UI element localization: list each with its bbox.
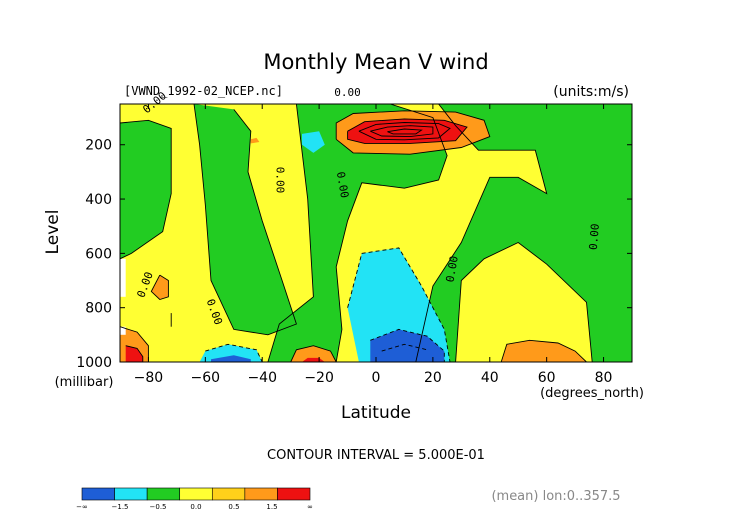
x-axis-ticks: −80 −60 −40 −20 0 20 40 60 80 <box>134 104 613 386</box>
contour-line-11 <box>347 247 451 362</box>
colorbar-swatch <box>179 487 213 501</box>
y-tick-label: 800 <box>85 301 112 317</box>
contour-line-18 <box>120 326 149 362</box>
field-blue_eq <box>370 329 445 362</box>
contour-line-13 <box>205 343 263 362</box>
x-tick-label: −40 <box>247 370 277 386</box>
x-axis-unit: (degrees_north) <box>540 386 644 401</box>
shaded-fields <box>120 104 632 362</box>
file-label: [VWND_1992-02_NCEP.nc] <box>124 84 283 98</box>
colorbar-swatch <box>277 487 311 501</box>
x-tick-label: 40 <box>481 370 499 386</box>
contour-line-1 <box>193 104 297 336</box>
x-axis-title: Latitude <box>341 403 411 423</box>
x-tick-label: 80 <box>595 370 613 386</box>
missing-region-1 <box>120 326 126 335</box>
field-green_sh_mid <box>120 120 172 259</box>
colorbar: −∞ −1.5 −0.5 0.0 0.5 1.5 ∞ <box>76 487 313 511</box>
contour-line-14 <box>381 343 428 352</box>
contour-label-4: 0.00 <box>334 86 361 99</box>
field-orange_upper_small <box>250 137 260 144</box>
contour-line-20 <box>150 274 169 301</box>
x-tick-label: −20 <box>304 370 334 386</box>
contour-label-3: 0.00 <box>273 167 286 194</box>
contour-line-17 <box>125 345 144 362</box>
y-tick-label: 1000 <box>76 355 112 371</box>
field-green_sh_strip <box>194 104 297 335</box>
y-axis-unit: (millibar) <box>55 375 114 390</box>
colorbar-label: ∞ <box>307 503 313 511</box>
y-tick-label: 200 <box>85 138 112 154</box>
colorbar-label: 0.0 <box>190 503 201 511</box>
contour-line-16 <box>290 345 337 362</box>
mean-longitude-note: (mean) lon:0..357.5 <box>491 489 620 504</box>
contour-line-8 <box>358 122 451 141</box>
x-tick-label: 60 <box>538 370 556 386</box>
chart-title: Monthly Mean V wind <box>263 50 488 74</box>
contour-label-6: 0.00 <box>443 255 460 283</box>
field-cyan_upper <box>302 131 325 153</box>
field-orange_nh_low <box>501 340 587 362</box>
field-red_jet <box>347 118 467 144</box>
colorbar-label: −∞ <box>76 503 88 511</box>
contour-line-15 <box>500 339 587 362</box>
x-tick-label: −80 <box>134 370 164 386</box>
field-orange_sh_mid <box>151 275 169 300</box>
contour-line-4 <box>415 104 548 362</box>
y-axis-ticks: 200 400 600 800 1000 <box>76 138 632 371</box>
y-axis-title: Level <box>43 210 63 255</box>
colorbar-label: −1.5 <box>112 503 129 511</box>
x-tick-label: 20 <box>424 370 442 386</box>
colorbar-swatch <box>146 487 181 501</box>
contour-line-9 <box>370 125 434 138</box>
contour-lines <box>120 104 593 362</box>
contour-interval-note: CONTOUR INTERVAL = 5.000E-01 <box>267 448 485 463</box>
colorbar-swatch <box>211 487 246 501</box>
field-cyan_sh <box>199 344 263 362</box>
contour-label-5: 0.00 <box>334 171 351 199</box>
x-tick-label: −60 <box>191 370 221 386</box>
field-blue_sh <box>211 355 251 362</box>
contour-line-10 <box>387 128 423 135</box>
field-cyan_eq <box>347 247 450 362</box>
field-green_nh <box>415 104 632 362</box>
colorbar-label: −0.5 <box>150 503 167 511</box>
plot-area: 0.000.000.000.000.000.000.000.00 <box>119 86 633 363</box>
units-label: (units:m/s) <box>553 84 629 100</box>
colorbar-label: 0.5 <box>228 503 239 511</box>
field-red_sh_low <box>125 345 143 362</box>
contour-line-6 <box>335 110 491 155</box>
y-tick-label: 400 <box>85 192 112 208</box>
contour-line-0 <box>120 119 172 260</box>
colorbar-swatch <box>244 487 278 501</box>
missing-region-0 <box>120 258 126 297</box>
contour-line-12 <box>370 328 445 362</box>
colorbar-swatch <box>114 487 148 501</box>
contour-label-7: 0.00 <box>587 223 602 251</box>
colorbar-label: 1.5 <box>266 503 277 511</box>
colorbar-swatch <box>81 487 115 501</box>
x-tick-label: 0 <box>372 370 381 386</box>
y-tick-label: 600 <box>85 246 112 262</box>
contour-line-5 <box>455 241 593 362</box>
contour-line-7 <box>347 118 468 144</box>
contour-line-2 <box>267 104 314 362</box>
